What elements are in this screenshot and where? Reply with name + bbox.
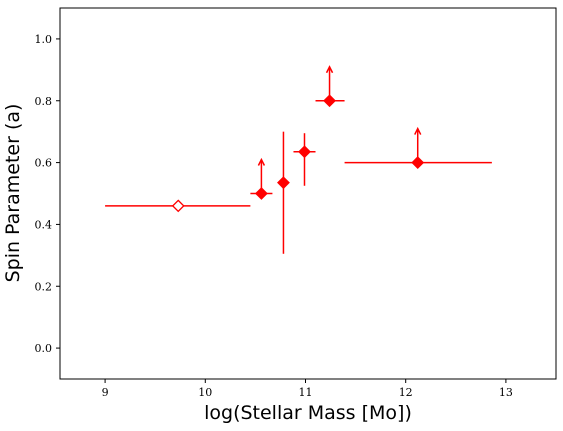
y-tick-label: 0.6 bbox=[35, 157, 53, 170]
data-point-5 bbox=[315, 65, 345, 108]
x-tick-label: 10 bbox=[198, 386, 212, 399]
arrow-head bbox=[325, 65, 334, 74]
data-point-6 bbox=[344, 126, 492, 170]
data-point-4 bbox=[293, 133, 316, 186]
diamond-marker bbox=[254, 187, 268, 200]
data-point-3 bbox=[277, 131, 290, 254]
data-marks bbox=[105, 65, 492, 254]
y-tick-label: 0.0 bbox=[35, 342, 53, 355]
x-tick-label: 12 bbox=[399, 386, 413, 399]
x-tick-label: 11 bbox=[298, 386, 312, 399]
y-axis-label: Spin Parameter (a) bbox=[2, 104, 24, 283]
x-axis-label: log(Stellar Mass [Mo]) bbox=[204, 402, 412, 424]
diamond-marker bbox=[171, 199, 185, 213]
diamond-marker bbox=[411, 156, 425, 170]
arrow-head bbox=[257, 157, 266, 166]
diamond-marker bbox=[323, 94, 336, 108]
y-tick-label: 0.4 bbox=[35, 218, 53, 231]
diamond-marker bbox=[277, 176, 290, 190]
arrow-head bbox=[414, 126, 422, 135]
y-tick-label: 0.8 bbox=[35, 95, 53, 108]
x-tick-label: 13 bbox=[499, 386, 513, 399]
axis-ticks: 9 10 11 12 13 0.0 0.2 0.4 0.6 0.8 1.0 bbox=[35, 33, 513, 399]
data-point-2 bbox=[250, 157, 273, 200]
diamond-marker bbox=[298, 145, 311, 159]
data-point-1 bbox=[105, 199, 251, 213]
plot-frame bbox=[59, 7, 557, 380]
y-tick-label: 0.2 bbox=[35, 280, 53, 293]
x-tick-label: 9 bbox=[102, 386, 109, 399]
y-tick-label: 1.0 bbox=[35, 33, 53, 46]
